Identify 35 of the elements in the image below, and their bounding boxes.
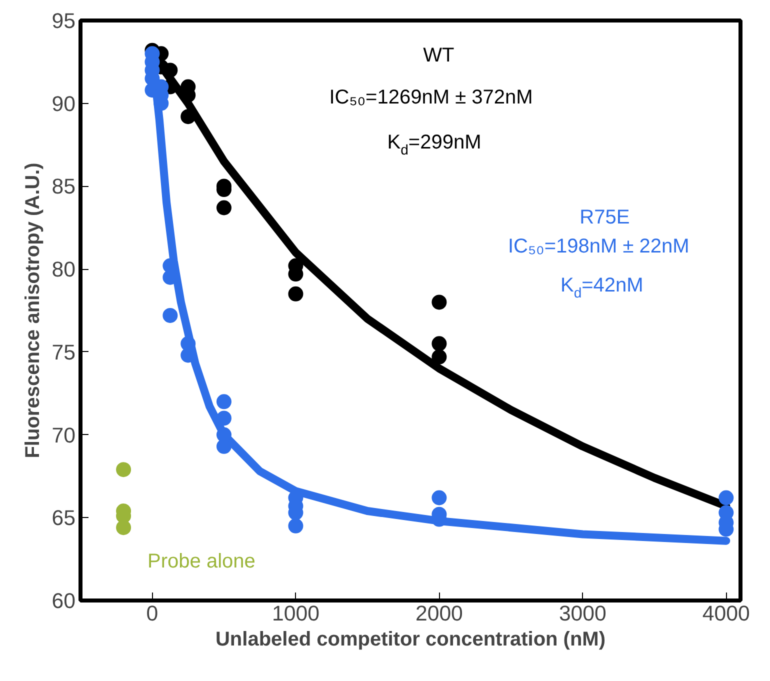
series-label: Probe alone [148,550,256,573]
x-tick-label: 3000 [558,602,607,626]
point [162,308,178,323]
annotation: IC₅₀=1269nM ± 372nM [329,86,533,109]
point [432,490,447,506]
point [116,462,132,478]
point [116,520,132,536]
text: R75E [580,206,630,229]
x-tick-label: 4000 [702,602,750,626]
point [216,394,232,410]
point [288,286,304,302]
x-axis-title: Unlabeled competitor concentration (nM) [215,628,606,650]
point [718,490,734,506]
y-tick-label: 85 [52,174,76,199]
y-tick-label: 70 [52,423,76,448]
point [216,200,232,216]
point [432,294,447,310]
y-tick-label: 80 [52,258,76,282]
x-tick-label: 0 [146,602,158,626]
y-tick-label: 95 [52,9,76,33]
y-axis-title: Fluorescence anisotropy (A.U.) [22,162,44,458]
y-tick-label: 75 [52,340,76,364]
y-tick-label: 65 [52,506,76,530]
point [180,109,196,124]
y-tick-label: 60 [52,589,76,613]
x-tick-label: 2000 [415,602,464,626]
x-tick-label: 1000 [272,602,320,626]
text: WT [423,44,454,66]
point [216,438,232,454]
y-tick-label: 90 [52,92,76,116]
point [432,336,447,352]
point [216,410,232,426]
annotation: IC₅₀=198nM ± 22nM [508,236,690,258]
point [288,518,304,534]
point [432,349,447,364]
